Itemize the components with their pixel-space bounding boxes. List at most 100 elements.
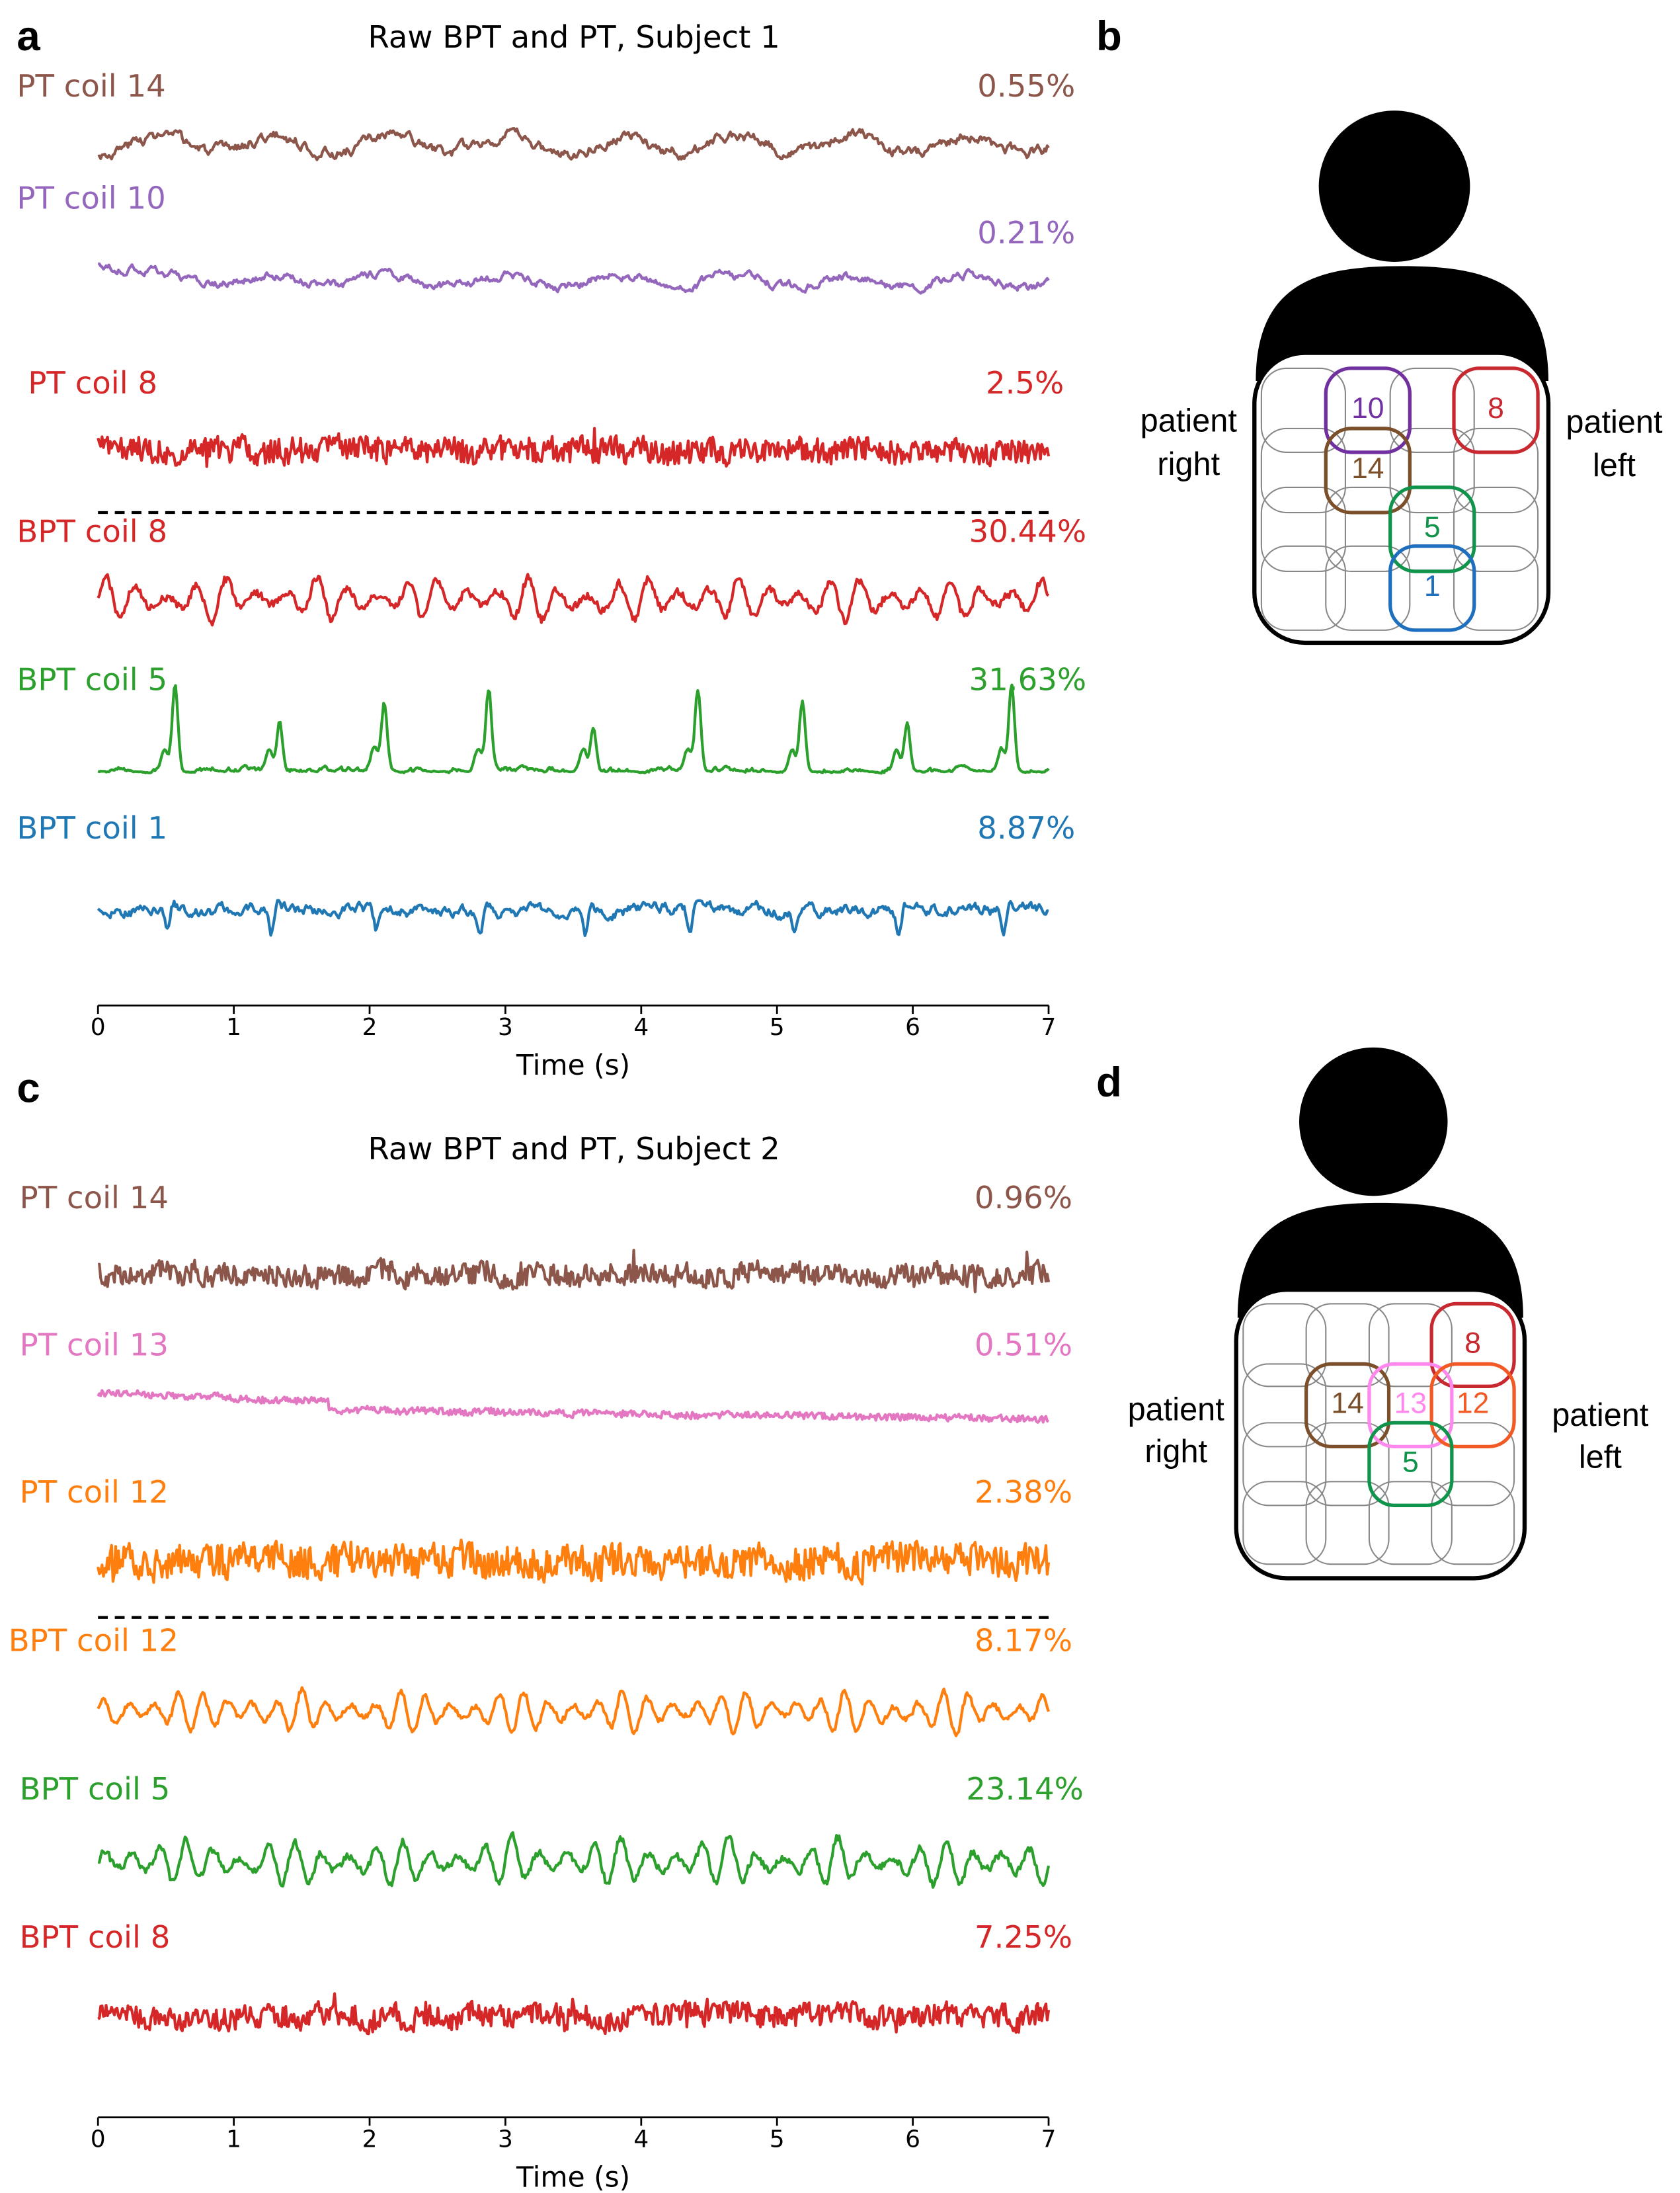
coil-array-body: [1234, 1288, 1527, 1581]
highlighted-coil-14: [1324, 427, 1412, 515]
trace-label: PT coil 14: [17, 68, 165, 104]
patient-right-label: right: [1157, 446, 1220, 482]
trace-percent: 8.17%: [975, 1622, 1072, 1658]
chart-title-subject-2: Raw BPT and PT, Subject 2: [368, 1131, 780, 1167]
coil-element: [1325, 545, 1411, 631]
coil-element: [1453, 427, 1539, 514]
trace-pt-coil-12: [97, 1538, 1051, 1586]
coil-number: 10: [1351, 392, 1384, 425]
patient-left-label: patient: [1552, 1397, 1649, 1433]
trace-bpt-coil-1: [97, 899, 1049, 938]
coil-element: [1305, 1303, 1390, 1387]
coil-element: [1325, 486, 1411, 572]
trace-bpt-coil-8: [97, 573, 1050, 627]
trace-label: PT coil 13: [20, 1327, 169, 1363]
patient-left-label: left: [1593, 448, 1636, 483]
x-tick-label: 3: [498, 2126, 513, 2153]
coil-number: 13: [1394, 1387, 1427, 1420]
highlighted-coil-5: [1367, 1421, 1454, 1507]
coil-number: 12: [1457, 1387, 1489, 1420]
panel-letter-c: c: [17, 1064, 40, 1111]
trace-percent: 30.44%: [969, 513, 1087, 549]
chart-subject-1: PT coil 14 0.55% PT coil 10 0.21% PT coil 8 2…: [17, 68, 1086, 1081]
trace-percent: 2.5%: [986, 365, 1064, 401]
panel-letter-a: a: [17, 13, 40, 60]
coil-array-body: [1252, 351, 1551, 645]
trace-percent: 23.14%: [966, 1771, 1084, 1807]
x-tick-label: 3: [498, 1014, 513, 1041]
coil-number: 5: [1402, 1446, 1419, 1479]
trace-label: PT coil 14: [20, 1180, 169, 1216]
patient-right-label: patient: [1140, 403, 1238, 438]
trace-percent: 0.96%: [975, 1180, 1072, 1216]
coil-element: [1368, 1303, 1453, 1387]
coil-element: [1260, 427, 1346, 514]
coil-number: 8: [1464, 1327, 1481, 1360]
trace-label: BPT coil 8: [20, 1919, 171, 1955]
x-tick-label: 4: [633, 2126, 649, 2153]
chart-subject-2: PT coil 14 0.96% PT coil 13 0.51% PT coil 12…: [9, 1180, 1084, 2193]
coil-element: [1389, 427, 1475, 514]
coil-number: 14: [1331, 1387, 1363, 1420]
coil-element: [1431, 1422, 1515, 1507]
x-tick-label: 1: [226, 2126, 241, 2153]
patient-right-label: right: [1144, 1434, 1207, 1469]
x-tick-label: 1: [226, 1014, 241, 1041]
trace-label: BPT coil 1: [17, 810, 167, 846]
x-tick-label: 0: [91, 2126, 106, 2153]
highlighted-coil-13: [1367, 1362, 1454, 1449]
panel-letter-d: d: [1096, 1059, 1122, 1106]
coil-element: [1242, 1363, 1327, 1448]
highlighted-coil-14: [1304, 1362, 1391, 1449]
coil-element: [1453, 545, 1539, 631]
coil-number: 1: [1424, 570, 1441, 602]
coil-element: [1260, 486, 1346, 572]
chart-title-subject-1: Raw BPT and PT, Subject 1: [368, 19, 780, 55]
trace-label: PT coil 12: [20, 1474, 169, 1510]
trace-percent: 8.87%: [977, 810, 1075, 846]
trace-percent: 0.55%: [977, 68, 1075, 104]
trace-label: BPT coil 5: [17, 662, 167, 698]
highlighted-coil-5: [1388, 485, 1476, 573]
person-head-icon: [1318, 110, 1470, 262]
x-tick-label: 6: [905, 2126, 920, 2153]
trace-label: BPT coil 5: [20, 1771, 171, 1807]
coil-element: [1368, 1481, 1453, 1565]
x-tick-label: 7: [1041, 1014, 1057, 1041]
trace-label: BPT coil 12: [9, 1622, 179, 1658]
coil-element: [1242, 1303, 1327, 1387]
trace-pt-coil-13: [97, 1389, 1050, 1424]
trace-percent: 0.51%: [975, 1327, 1072, 1363]
highlighted-coil-1: [1388, 544, 1476, 632]
coil-element: [1305, 1422, 1390, 1507]
trace-pt-coil-8: [97, 427, 1051, 468]
trace-label: PT coil 10: [17, 180, 165, 216]
trace-percent: 0.21%: [977, 215, 1075, 251]
coil-element: [1431, 1481, 1515, 1565]
patient-right-label: patient: [1128, 1391, 1225, 1427]
x-tick-label: 7: [1041, 2126, 1057, 2153]
x-tick-label: 6: [905, 1014, 920, 1041]
person-head-icon: [1299, 1047, 1448, 1196]
coil-number: 14: [1351, 452, 1384, 485]
trace-bpt-coil-5: [98, 1831, 1051, 1889]
coil-diagram-2: 8 14 13 12 5 patient patient right left: [1128, 1047, 1649, 1581]
trace-pt-coil-14: [98, 1249, 1051, 1294]
trace-percent: 2.38%: [975, 1474, 1072, 1510]
trace-pt-coil-10: [98, 262, 1050, 295]
coil-element: [1260, 367, 1346, 454]
patient-left-label: left: [1579, 1439, 1622, 1475]
coil-element: [1242, 1422, 1327, 1507]
highlighted-coil-8: [1452, 366, 1540, 454]
x-tick-label: 5: [770, 1014, 785, 1041]
highlighted-coil-8: [1429, 1302, 1516, 1388]
highlighted-coil-10: [1324, 366, 1412, 454]
coil-element: [1305, 1481, 1390, 1565]
x-axis-label: Time (s): [516, 2161, 630, 2193]
x-tick-label: 2: [362, 2126, 378, 2153]
x-tick-label: 5: [770, 2126, 785, 2153]
x-tick-label: 4: [633, 1014, 649, 1041]
trace-percent: 31.63%: [969, 662, 1087, 698]
trace-label: BPT coil 8: [17, 513, 167, 549]
trace-bpt-coil-5: [97, 683, 1050, 775]
